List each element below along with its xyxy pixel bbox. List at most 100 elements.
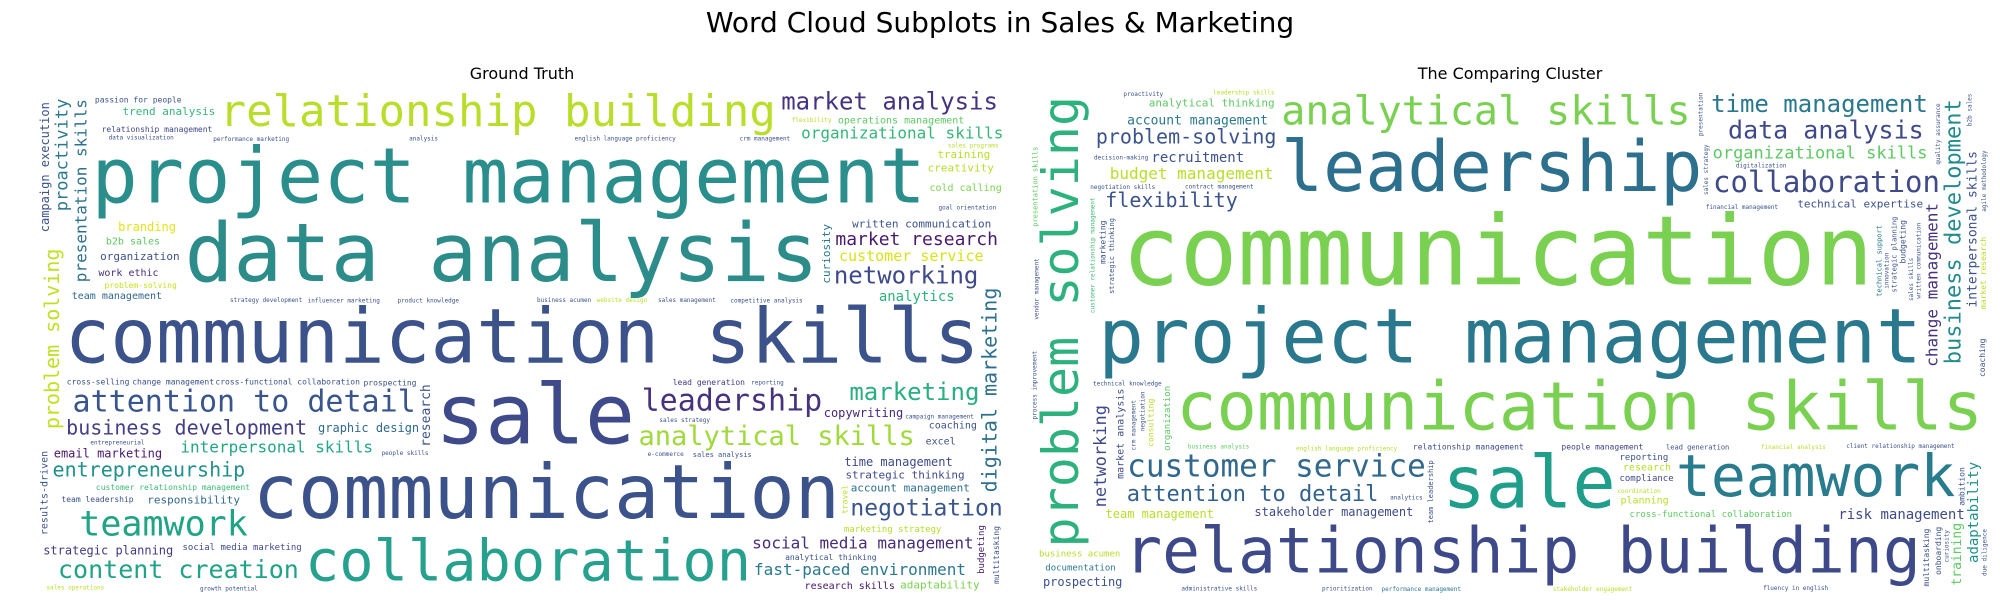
- word-cloud-panel-ground-truth: Ground Truth communication skills sale dat…: [38, 64, 1006, 596]
- word-process-improvement: process improvement: [1032, 350, 1039, 419]
- word-adaptability: adaptability: [900, 579, 980, 592]
- word-performance-management: performance management: [1382, 586, 1462, 593]
- word-presentation-skills: presentation skills: [1032, 147, 1040, 227]
- word-vendor-management: vendor management: [1033, 258, 1040, 320]
- word-presentation: presentation: [1698, 92, 1705, 136]
- word-reporting: reporting: [751, 380, 784, 387]
- word-change-management: change management: [132, 377, 214, 386]
- word-analytics: analytics: [1390, 495, 1423, 502]
- word-consulting: consulting: [1147, 399, 1156, 447]
- word-written-communication: written communication: [852, 217, 991, 230]
- word-business-development: business development: [1942, 99, 1967, 364]
- word-email-marketing: email marketing: [54, 446, 162, 460]
- word-teamwork: teamwork: [79, 504, 248, 544]
- word-fluency-in-english: fluency in english: [1763, 585, 1828, 592]
- word-graphic-design: graphic design: [318, 421, 419, 435]
- word-attention-to-detail: attention to detail: [73, 384, 416, 419]
- word-research-skills: research skills: [805, 581, 895, 592]
- word-goal-orientation: goal orientation: [938, 205, 996, 212]
- word-communication-skills: communication skills: [64, 292, 979, 381]
- word-analytical-thinking: analytical thinking: [785, 553, 877, 562]
- word-technical-expertise: technical expertise: [1797, 198, 1923, 211]
- word-networking: networking: [834, 262, 979, 290]
- word-content-creation: content creation: [58, 555, 299, 584]
- word-documentation: documentation: [1045, 564, 1115, 574]
- word-sales-management: sales management: [658, 297, 716, 304]
- word-campaign-execution: campaign execution: [38, 102, 52, 232]
- word-teamwork: teamwork: [1676, 442, 1955, 510]
- word-analytical-skills: analytical skills: [638, 421, 914, 452]
- word-creativity: creativity: [928, 161, 995, 174]
- word-problem-solving: problem-solving: [1096, 124, 1277, 148]
- panel-title-ground-truth: Ground Truth: [469, 64, 575, 83]
- word-time-management: time management: [1711, 90, 1928, 118]
- word-analytical-skills: analytical skills: [1281, 89, 1690, 135]
- word-analysis: analysis: [409, 136, 438, 143]
- word-growth-potential: growth potential: [200, 586, 258, 593]
- word-data-analysis: data analysis: [185, 207, 819, 301]
- word-social-media-marketing: social media marketing: [183, 543, 302, 553]
- word-analytics: analytics: [879, 289, 955, 305]
- word-work-ethic: work ethic: [98, 268, 158, 279]
- word-team-management: team management: [1106, 507, 1214, 521]
- word-prioritization: prioritization: [1322, 586, 1373, 593]
- word-marketing: marketing: [849, 378, 979, 406]
- word-project-management: project management: [1098, 292, 1922, 381]
- word-influencer-marketing: influencer marketing: [308, 298, 381, 305]
- word-problem-solving: problem solving: [1032, 96, 1090, 548]
- word-entrepreneurial: entrepreneurial: [90, 439, 145, 446]
- word-cross-functional-collaboration: cross-functional collaboration: [215, 377, 360, 386]
- word-team-management: team management: [72, 291, 162, 302]
- word-financial-management: financial management: [1706, 204, 1779, 211]
- word-sales-strategy: sales strategy: [659, 417, 710, 424]
- word-branding: branding: [118, 220, 176, 234]
- word-account-management: account management: [1127, 113, 1268, 128]
- word-organization: organization: [100, 250, 179, 263]
- word-responsibility: responsibility: [147, 493, 240, 506]
- word-collaboration: collaboration: [305, 529, 751, 594]
- word-operations-management: operations management: [838, 115, 964, 126]
- word-b2b-sales: b2b sales: [106, 236, 160, 247]
- word-customer-service: customer service: [1127, 448, 1426, 484]
- word-adaptability: adaptability: [1966, 462, 1982, 563]
- word-interpersonal-skills: interpersonal skills: [1965, 151, 1980, 308]
- word-competitive-analysis: competitive analysis: [730, 298, 803, 305]
- word-lead-generation: lead generation: [673, 378, 745, 387]
- word-reporting: reporting: [1620, 453, 1669, 463]
- word-excel: excel: [926, 436, 956, 447]
- word-results-driven: results-driven: [39, 451, 50, 535]
- word-strategic-planning: strategic planning: [1890, 217, 1898, 293]
- word-relationship-management: relationship management: [102, 125, 213, 134]
- word-recruitment: recruitment: [1151, 150, 1244, 166]
- word-cloud-ground-truth: communication skills sale data analysis pro…: [38, 88, 1006, 594]
- word-interpersonal-skills: interpersonal skills: [180, 438, 373, 457]
- word-organizational-skills: organizational skills: [801, 124, 1003, 143]
- word-people-management: people management: [1561, 443, 1643, 452]
- word-communication-skills: communication skills: [1176, 367, 1983, 445]
- word-proactivity: proactivity: [53, 99, 73, 212]
- word-agile-methodology: agile methodology: [1981, 150, 1988, 212]
- word-organization: organization: [1163, 386, 1173, 451]
- word-research: research: [419, 384, 434, 447]
- word-b2b-sales: b2b sales: [1967, 93, 1974, 126]
- word-sale: sale: [435, 366, 635, 463]
- word-sales-programs: sales programs: [948, 142, 999, 149]
- word-marketing: marketing: [1099, 220, 1108, 264]
- word-flexibility: flexibility: [792, 117, 832, 124]
- word-business-development: business development: [66, 416, 307, 440]
- word-stakeholder-engagement: stakeholder engagement: [1553, 586, 1633, 593]
- word-budget-management: budget management: [1110, 164, 1274, 183]
- word-prospecting: prospecting: [1043, 575, 1122, 589]
- word-strategic-thinking: strategic thinking: [1108, 218, 1116, 294]
- word-digitalization: digitalization: [1736, 163, 1787, 170]
- word-relationship-management: relationship management: [1413, 442, 1524, 451]
- word-customer-service: customer service: [839, 247, 984, 265]
- word-financial-analysis: financial analysis: [1761, 444, 1826, 451]
- word-budgeting: budgeting: [977, 525, 987, 574]
- word-project-management: project management: [91, 132, 925, 221]
- word-flexibility: flexibility: [1105, 188, 1237, 212]
- word-e-commerce: e-commerce: [648, 451, 685, 458]
- word-change-management: change management: [1923, 203, 1942, 367]
- word-account-management: account management: [851, 481, 970, 494]
